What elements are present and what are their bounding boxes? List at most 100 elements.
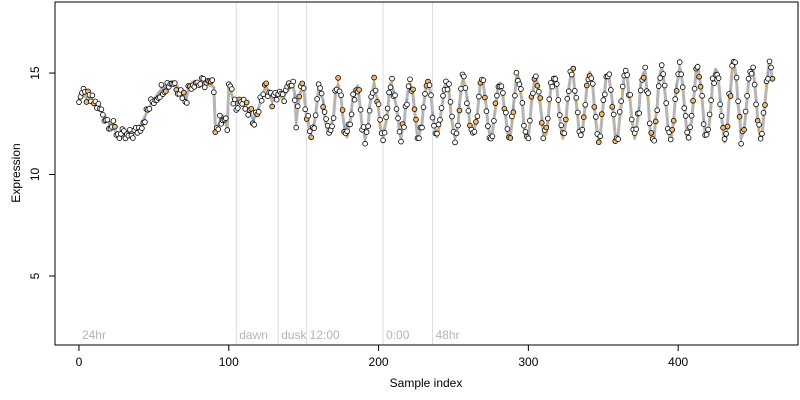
data-point (561, 130, 568, 137)
data-point (697, 83, 704, 90)
data-point (727, 93, 734, 99)
data-point (330, 115, 337, 121)
data-point (232, 96, 238, 103)
data-point (306, 128, 313, 135)
data-point (544, 115, 551, 122)
y-tick-label: 15 (28, 66, 42, 80)
data-point (732, 59, 738, 66)
y-tick-label: 10 (28, 168, 42, 182)
x-axis-title: Sample index (390, 376, 463, 390)
data-point (691, 85, 698, 92)
data-point (565, 88, 572, 94)
data-point (627, 92, 633, 98)
data-point (139, 125, 145, 131)
data-point (375, 101, 382, 108)
data-point (522, 129, 529, 135)
data-point (492, 100, 499, 107)
data-point (302, 106, 309, 113)
data-point (89, 92, 96, 99)
data-point (543, 124, 550, 131)
data-point (583, 82, 590, 89)
data-point (223, 115, 229, 121)
data-point (555, 97, 562, 103)
data-point (320, 104, 326, 110)
data-point (553, 81, 560, 87)
data-point (473, 119, 479, 125)
data-point (429, 114, 436, 121)
data-point (500, 90, 506, 96)
data-point (504, 126, 511, 132)
data-point (765, 75, 771, 82)
data-point (452, 139, 458, 146)
data-point (512, 92, 518, 99)
data-point (610, 111, 617, 118)
data-point (717, 101, 723, 108)
data-point (510, 109, 517, 115)
data-point (535, 88, 542, 95)
data-point (146, 106, 153, 112)
data-point (308, 134, 315, 141)
data-point (172, 80, 178, 86)
annotation-label: 48hr (435, 328, 459, 342)
data-point (255, 108, 262, 115)
data-point (706, 111, 713, 118)
data-point (211, 89, 217, 96)
data-point (217, 112, 223, 119)
data-point (362, 140, 368, 147)
data-point (588, 75, 595, 82)
data-point (700, 121, 707, 127)
data-point (447, 99, 454, 105)
data-point (263, 80, 270, 87)
data-point (655, 83, 662, 89)
x-tick-label: 400 (668, 355, 688, 369)
data-point (366, 107, 373, 114)
data-point (411, 106, 418, 112)
y-tick-label: 5 (28, 272, 42, 279)
data-point (619, 83, 626, 90)
data-point (537, 95, 544, 101)
data-point (235, 105, 241, 111)
data-point (760, 110, 767, 116)
data-point (83, 99, 90, 105)
data-point (597, 133, 604, 140)
data-point (606, 71, 613, 77)
data-point (365, 123, 371, 129)
annotation-label: 24hr (82, 328, 106, 342)
data-point (258, 97, 265, 104)
data-point (766, 58, 773, 65)
data-point (453, 130, 460, 137)
data-point (648, 130, 654, 136)
data-point (513, 69, 520, 76)
data-point (428, 92, 434, 98)
data-point (422, 91, 428, 97)
data-point (179, 95, 186, 101)
data-point (410, 86, 416, 93)
data-point (546, 96, 553, 102)
data-point (371, 74, 377, 81)
data-point (491, 118, 497, 124)
data-point (768, 64, 774, 71)
data-point (363, 129, 370, 135)
data-point (110, 118, 117, 124)
data-point (281, 98, 288, 105)
data-point (98, 106, 105, 113)
data-point (709, 75, 716, 82)
data-point (538, 120, 545, 126)
data-point (377, 117, 383, 123)
data-point (672, 96, 678, 102)
data-point (642, 64, 648, 71)
data-point (735, 98, 741, 105)
plot-frame (54, 1, 799, 346)
data-point (598, 111, 605, 117)
data-point (507, 135, 514, 141)
data-point (465, 108, 472, 114)
data-point (381, 129, 388, 136)
data-point (694, 64, 701, 70)
data-point (335, 75, 341, 81)
data-point (299, 80, 306, 87)
data-point (570, 65, 577, 72)
data-point (456, 107, 463, 114)
data-point (387, 84, 394, 91)
